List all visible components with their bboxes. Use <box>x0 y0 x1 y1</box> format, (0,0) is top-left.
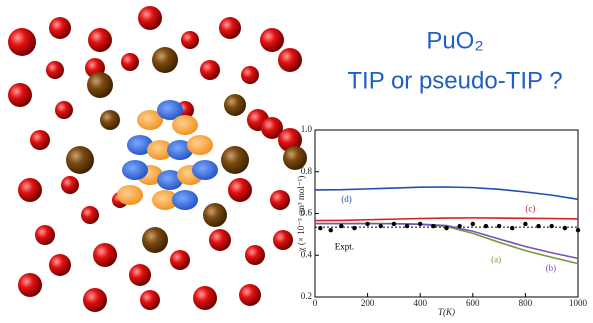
data-point <box>405 224 409 228</box>
x-tick-label: 600 <box>466 298 480 308</box>
x-axis-label: T(K) <box>438 307 455 317</box>
atom <box>140 290 160 310</box>
atom <box>278 48 302 72</box>
data-point <box>497 224 501 228</box>
atom <box>18 178 42 202</box>
series-line <box>315 218 578 221</box>
page: {"slide": {"title_line1": "PuO₂", "title… <box>0 0 593 318</box>
atom <box>170 250 190 270</box>
atom <box>88 28 112 52</box>
atom <box>152 47 178 73</box>
atom <box>100 110 120 130</box>
atom <box>8 28 36 56</box>
data-point <box>352 226 356 230</box>
data-point <box>576 228 580 232</box>
atom <box>18 273 42 297</box>
orbital-lobe <box>172 115 198 135</box>
atom <box>239 284 261 306</box>
data-point <box>550 224 554 228</box>
atom <box>55 101 73 119</box>
slide: PuO₂ TIP or pseudo-TIP ? 0 200 400 600 800 10… <box>0 0 593 318</box>
orbital-lobe <box>117 185 143 205</box>
atom <box>200 60 220 80</box>
atom <box>35 225 55 245</box>
orbital-lobe <box>122 160 148 180</box>
y-tick-label: 1.0 <box>301 124 313 134</box>
atom <box>245 245 265 265</box>
orbital-lobe <box>172 190 198 210</box>
data-point <box>484 224 488 228</box>
data-point <box>471 222 475 226</box>
atom <box>193 286 217 310</box>
data-point <box>536 224 540 228</box>
atom <box>49 17 71 39</box>
atom <box>228 178 252 202</box>
atom <box>203 203 227 227</box>
x-tick-label: 0 <box>313 298 318 308</box>
atom <box>87 72 113 98</box>
atom <box>121 53 139 71</box>
series-label: (b) <box>546 263 557 273</box>
title-line-1: PuO₂ <box>426 27 483 54</box>
x-tick-label: 200 <box>361 298 375 308</box>
orbital-lobe <box>187 135 213 155</box>
data-point <box>563 226 567 230</box>
data-point <box>318 226 322 230</box>
atom <box>49 254 71 276</box>
data-point <box>365 222 369 226</box>
atom <box>138 6 162 30</box>
atom <box>273 230 293 250</box>
atom <box>129 264 151 286</box>
series-label: (d) <box>341 194 352 204</box>
series-label: (a) <box>491 254 501 264</box>
atom <box>142 227 168 253</box>
x-tick-label: 400 <box>413 298 427 308</box>
data-point <box>418 222 422 226</box>
y-axis-label: χ (× 10⁻³ cm³ mol⁻¹) <box>296 176 306 253</box>
atom <box>93 243 117 267</box>
atom <box>61 176 79 194</box>
series-label: (c) <box>525 203 535 213</box>
data-point <box>457 224 461 228</box>
series-line <box>315 187 578 199</box>
x-tick-label: 800 <box>519 298 533 308</box>
data-point <box>444 226 448 230</box>
atom <box>260 28 284 52</box>
data-point <box>339 224 343 228</box>
atom <box>46 61 64 79</box>
orbital-lobe <box>192 160 218 180</box>
atom <box>219 17 241 39</box>
data-point <box>329 228 333 232</box>
data-point <box>431 224 435 228</box>
title-line-2: TIP or pseudo-TIP ? <box>347 67 562 94</box>
series-label: Expt. <box>335 241 354 251</box>
data-point <box>379 224 383 228</box>
atom <box>83 288 107 312</box>
atom <box>270 190 290 210</box>
atom <box>181 31 199 49</box>
data-point <box>392 222 396 226</box>
data-point <box>510 226 514 230</box>
x-tick-label: 1000 <box>569 298 588 308</box>
plot-frame <box>315 130 578 297</box>
atom <box>221 146 249 174</box>
atom <box>241 66 259 84</box>
atom <box>30 130 50 150</box>
molecule-illustration <box>8 6 307 312</box>
atom <box>66 146 94 174</box>
atom <box>8 83 32 107</box>
atom <box>209 229 231 251</box>
atom <box>81 206 99 224</box>
y-tick-label: 0.8 <box>301 166 313 176</box>
atom <box>224 94 246 116</box>
y-tick-label: 0.2 <box>301 291 312 301</box>
data-point <box>523 222 527 226</box>
